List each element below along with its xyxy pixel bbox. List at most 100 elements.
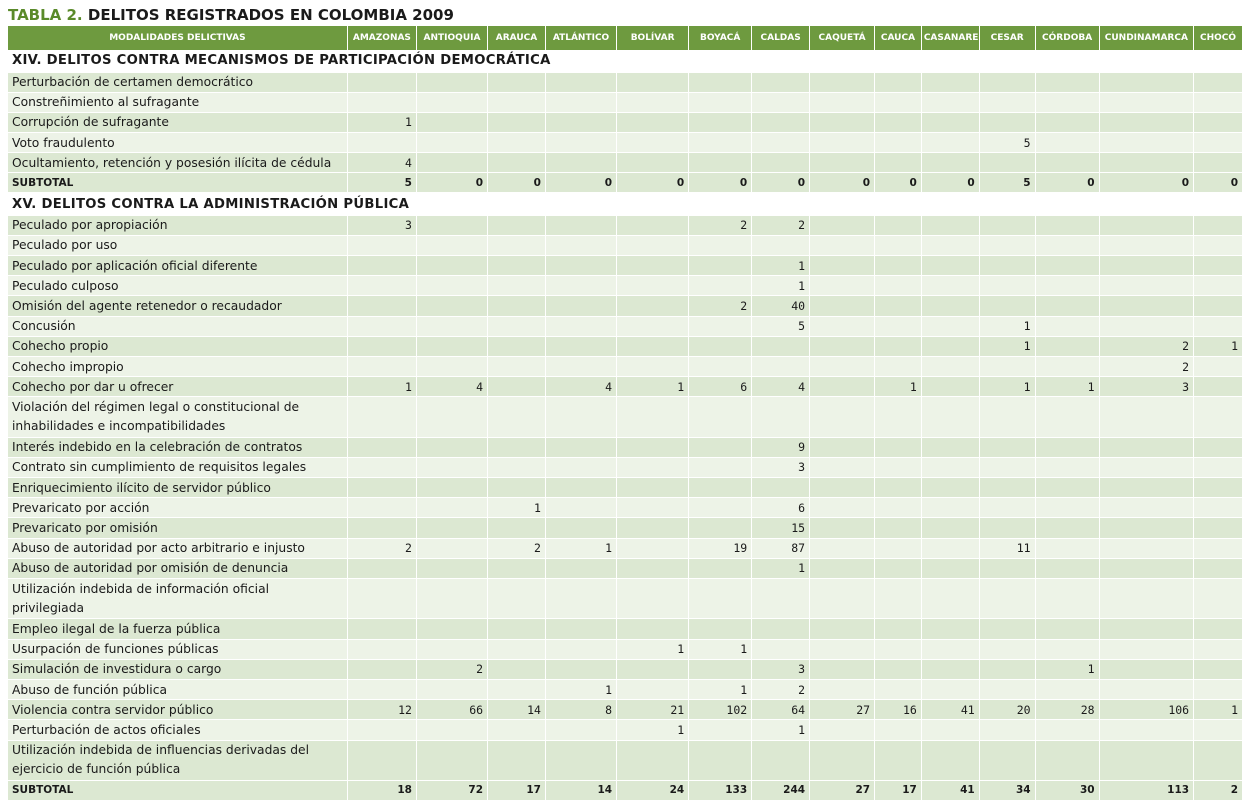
cell-value [347,719,417,741]
cell-value [487,679,546,701]
cell-value [545,255,618,277]
table-row: Simulación de investidura o cargo 2 3 1 [8,659,1243,680]
subtotal-value: 17 [874,780,922,802]
cell-value [688,457,753,479]
table-row: Omisión del agente retenedor o recaudado… [8,295,1243,317]
table-row: Interés indebido en la celebración de co… [8,437,1243,458]
cell-value [487,740,546,781]
row-label: Omisión del agente retenedor o recaudado… [8,295,348,317]
cell-value [1099,215,1195,236]
cell-value [979,719,1036,741]
header-dept: CASANARE [921,26,980,50]
row-label: Prevaricato por omisión [8,517,348,539]
cell-value [1099,578,1195,620]
table-row: Violencia contra servidor público 12 66 14 8… [8,699,1243,721]
subtotal-value: 5 [347,172,417,195]
cell-value [416,132,489,154]
cell-value [874,235,922,257]
cell-value [1193,275,1243,297]
cell-value [921,618,980,640]
cell-value: 3 [347,215,417,236]
cell-value [874,255,922,277]
cell-value [751,132,811,154]
cell-value [1193,316,1243,337]
cell-value: 6 [688,376,753,398]
cell-value: 1 [688,679,753,701]
cell-value [688,152,753,174]
subtotal-value: 0 [545,172,618,195]
cell-value [1193,396,1243,438]
cell-value [1193,437,1243,458]
cell-value [979,639,1036,660]
row-label: Cohecho propio [8,336,348,357]
cell-value [979,578,1036,620]
cell-value [979,517,1036,539]
cell-value [979,477,1036,499]
cell-value [979,679,1036,701]
row-label: Perturbación de certamen democrático [8,72,348,93]
cell-value [347,639,417,660]
subtotal-value: 244 [751,780,811,802]
subtotal-value: 0 [1193,172,1243,195]
cell-value [979,112,1036,134]
cell-value: 106 [1099,699,1195,721]
cell-value [874,659,922,680]
cell-value [487,336,546,357]
cell-value [1035,740,1100,781]
row-label: Abuso de autoridad por acto arbitrario e… [8,538,348,559]
cell-value [545,740,618,781]
cell-value [487,92,546,113]
cell-value [416,558,489,580]
cell-value [1193,719,1243,741]
cell-value [1099,740,1195,781]
cell-value [487,152,546,174]
cell-value [874,72,922,93]
cell-value [874,275,922,297]
cell-value [416,356,489,378]
cell-value [1099,679,1195,701]
cell-value [1193,457,1243,479]
cell-value [979,92,1036,113]
cell-value [545,457,618,479]
cell-value [809,316,876,337]
cell-value [616,255,690,277]
cell-value [416,437,489,458]
subtotal-value: 17 [487,780,546,802]
cell-value [1099,719,1195,741]
cell-value [545,396,618,438]
cell-value [347,578,417,620]
row-label: Perturbación de actos oficiales [8,719,348,741]
cell-value [616,437,690,458]
cell-value [809,152,876,174]
section-header-row: XV. DELITOS CONTRA LA ADMINISTRACIÓN PÚB… [8,193,1243,216]
cell-value [416,740,489,781]
cell-value [545,639,618,660]
cell-value [809,457,876,479]
cell-value [545,437,618,458]
cell-value [416,72,489,93]
cell-value [688,72,753,93]
cell-value [751,578,811,620]
cell-value [979,740,1036,781]
cell-value [921,336,980,357]
cell-value: 1 [616,376,690,398]
cell-value: 16 [874,699,922,721]
cell-value [921,215,980,236]
cell-value [1099,152,1195,174]
cell-value [874,437,922,458]
cell-value: 1 [874,376,922,398]
cell-value [979,295,1036,317]
subtotal-value: 34 [979,780,1036,802]
cell-value [487,558,546,580]
table-row: Peculado por uso [8,235,1243,257]
cell-value [1193,618,1243,640]
header-dept: CAUCA [874,26,922,50]
subtotal-row: SUBTOTAL 18 72 17 14 24 133 244 27 17 41 34 30 113 2 [8,780,1243,802]
cell-value [809,679,876,701]
table-row: Abuso de autoridad por acto arbitrario e… [8,538,1243,559]
table-row: Voto fraudulento 5 [8,132,1243,154]
subtotal-value: 0 [874,172,922,195]
cell-value [347,679,417,701]
cell-value [809,215,876,236]
cell-value [809,336,876,357]
